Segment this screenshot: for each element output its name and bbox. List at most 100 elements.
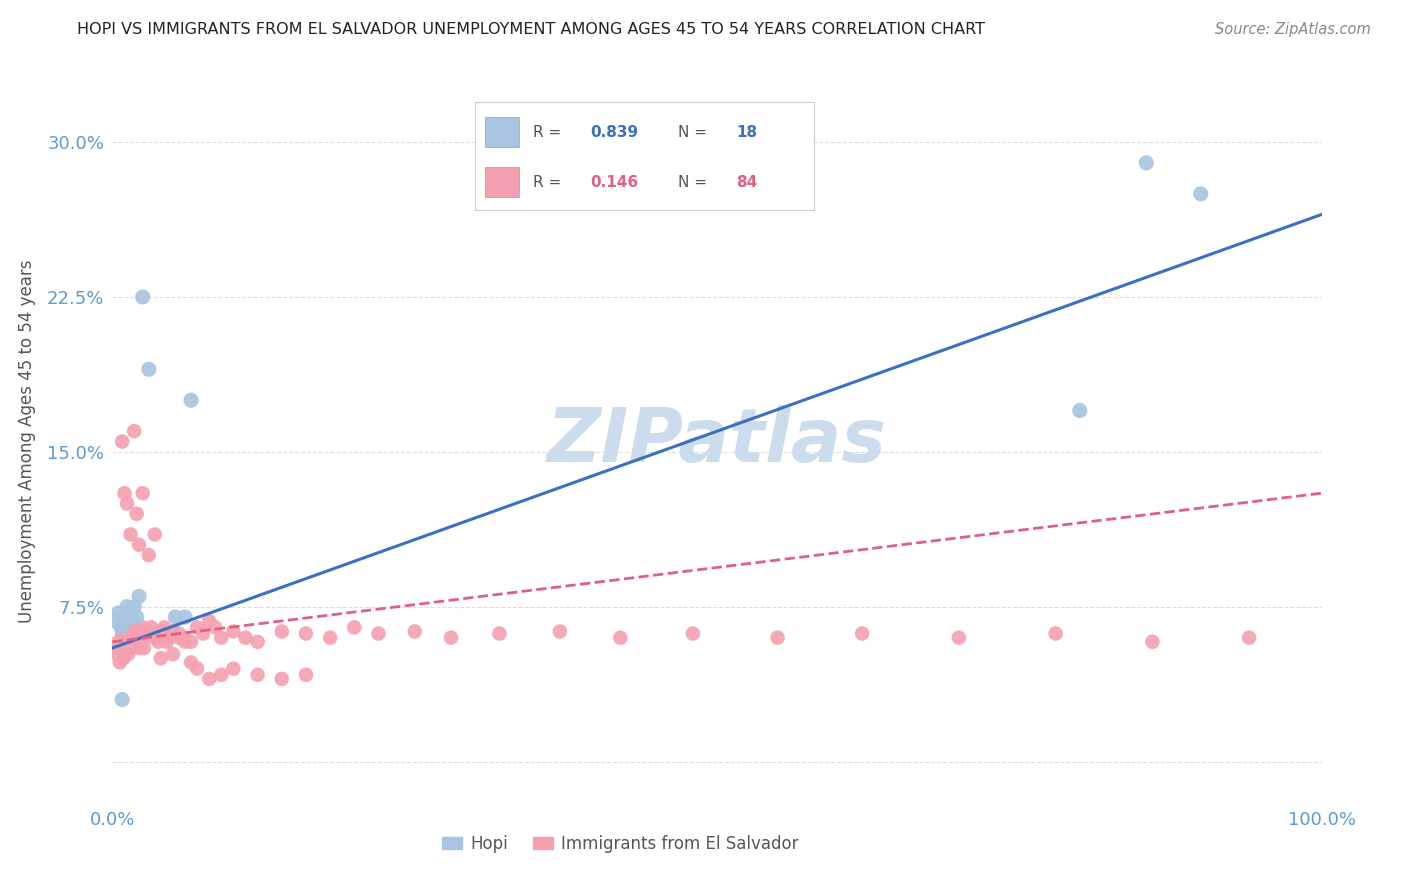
- Point: [128, 626, 150, 640]
- Point: [174, 631, 197, 645]
- Point: [1142, 634, 1164, 648]
- Point: [114, 631, 136, 645]
- Point: [132, 640, 155, 655]
- Point: [209, 631, 232, 645]
- Point: [180, 656, 202, 670]
- Point: [138, 362, 160, 376]
- Point: [235, 631, 257, 645]
- Point: [122, 599, 145, 614]
- Point: [121, 634, 143, 648]
- Point: [180, 393, 202, 408]
- Point: [157, 631, 180, 645]
- Point: [132, 620, 155, 634]
- Point: [132, 290, 155, 304]
- Point: [112, 651, 135, 665]
- Point: [198, 672, 221, 686]
- Point: [148, 634, 170, 648]
- Point: [127, 634, 149, 648]
- Point: [186, 662, 208, 676]
- Point: [120, 610, 142, 624]
- Point: [115, 496, 138, 510]
- Point: [105, 614, 128, 628]
- Point: [111, 434, 134, 449]
- Point: [165, 610, 187, 624]
- Point: [143, 631, 166, 645]
- Point: [682, 626, 704, 640]
- Point: [138, 626, 160, 640]
- Point: [156, 634, 179, 648]
- Point: [125, 610, 148, 624]
- Point: [105, 640, 128, 655]
- Point: [548, 624, 571, 639]
- Point: [246, 668, 269, 682]
- Point: [162, 647, 184, 661]
- Point: [149, 624, 172, 639]
- Point: [125, 507, 148, 521]
- Point: [141, 620, 163, 634]
- Point: [131, 631, 153, 645]
- Point: [107, 606, 129, 620]
- Point: [115, 599, 138, 614]
- Point: [114, 640, 136, 655]
- Point: [174, 634, 197, 648]
- Point: [110, 640, 132, 655]
- Point: [180, 634, 202, 648]
- Point: [198, 614, 221, 628]
- Point: [851, 626, 873, 640]
- Point: [1237, 631, 1260, 645]
- Point: [1045, 626, 1067, 640]
- Y-axis label: Unemployment Among Ages 45 to 54 years: Unemployment Among Ages 45 to 54 years: [18, 260, 35, 624]
- Legend: Hopi, Immigrants from El Salvador: Hopi, Immigrants from El Salvador: [436, 828, 806, 860]
- Point: [132, 486, 155, 500]
- Point: [111, 626, 134, 640]
- Point: [138, 548, 160, 562]
- Point: [125, 620, 148, 634]
- Point: [105, 647, 128, 661]
- Point: [367, 626, 389, 640]
- Point: [174, 610, 197, 624]
- Point: [270, 672, 292, 686]
- Point: [222, 624, 245, 639]
- Point: [246, 634, 269, 648]
- Point: [270, 624, 292, 639]
- Point: [122, 624, 145, 639]
- Point: [128, 590, 150, 604]
- Point: [440, 631, 463, 645]
- Point: [319, 631, 342, 645]
- Point: [118, 631, 141, 645]
- Point: [167, 631, 190, 645]
- Point: [107, 634, 129, 648]
- Point: [128, 538, 150, 552]
- Point: [1069, 403, 1091, 417]
- Point: [404, 624, 426, 639]
- Point: [120, 527, 142, 541]
- Point: [167, 626, 190, 640]
- Point: [114, 614, 136, 628]
- Point: [143, 527, 166, 541]
- Point: [295, 626, 318, 640]
- Point: [488, 626, 510, 640]
- Point: [295, 668, 318, 682]
- Point: [153, 620, 176, 634]
- Point: [766, 631, 789, 645]
- Point: [609, 631, 631, 645]
- Point: [149, 651, 172, 665]
- Text: Source: ZipAtlas.com: Source: ZipAtlas.com: [1215, 22, 1371, 37]
- Point: [209, 668, 232, 682]
- Point: [110, 620, 132, 634]
- Point: [114, 486, 136, 500]
- Point: [111, 692, 134, 706]
- Point: [120, 624, 142, 639]
- Point: [1135, 156, 1157, 170]
- Point: [948, 631, 970, 645]
- Point: [108, 656, 131, 670]
- Point: [191, 626, 214, 640]
- Point: [222, 662, 245, 676]
- Point: [343, 620, 366, 634]
- Point: [115, 634, 138, 648]
- Point: [122, 424, 145, 438]
- Point: [162, 624, 184, 639]
- Point: [135, 631, 157, 645]
- Point: [186, 620, 208, 634]
- Text: HOPI VS IMMIGRANTS FROM EL SALVADOR UNEMPLOYMENT AMONG AGES 45 TO 54 YEARS CORRE: HOPI VS IMMIGRANTS FROM EL SALVADOR UNEM…: [77, 22, 986, 37]
